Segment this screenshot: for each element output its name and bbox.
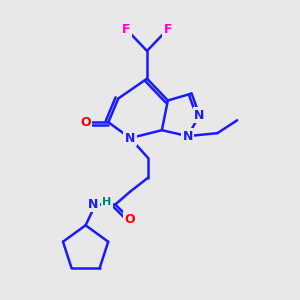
Text: F: F	[122, 22, 130, 36]
Text: O: O	[80, 116, 91, 129]
Text: N: N	[88, 198, 98, 211]
Text: H: H	[102, 196, 112, 206]
Text: N: N	[182, 130, 193, 142]
Text: O: O	[125, 213, 136, 226]
Text: N: N	[125, 132, 135, 145]
Text: N: N	[194, 109, 205, 122]
Text: F: F	[164, 22, 172, 36]
